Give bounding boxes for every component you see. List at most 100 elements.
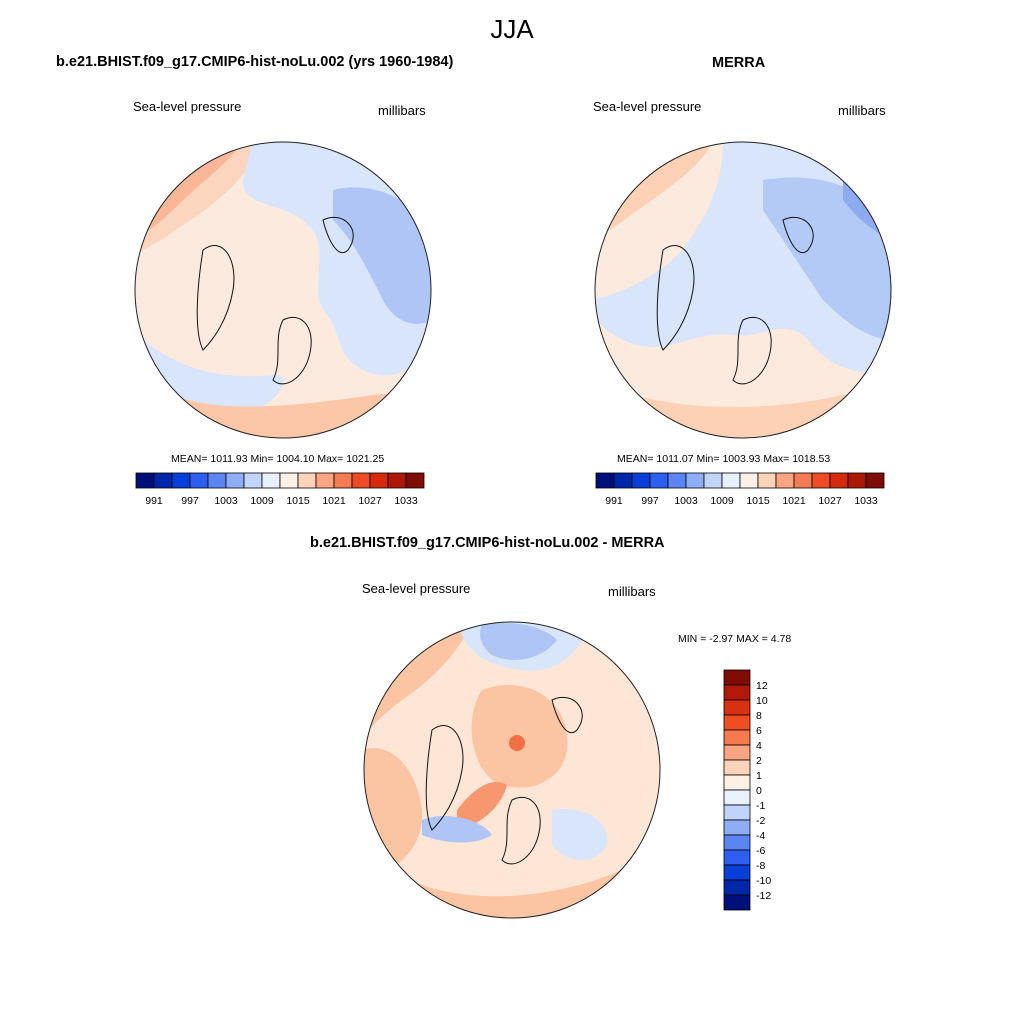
colorbar-swatch	[723, 894, 751, 911]
colorbar-label: 991	[605, 495, 623, 507]
colorbar-swatch	[723, 669, 751, 686]
colorbar-label: 1033	[394, 495, 418, 507]
colorbar-swatch	[207, 472, 227, 489]
colorbar-swatch	[667, 472, 687, 489]
colorbar-swatch	[723, 729, 751, 746]
panel-title-diff: b.e21.BHIST.f09_g17.CMIP6-hist-noLu.002 …	[310, 535, 665, 551]
colorbar-swatch	[153, 472, 173, 489]
colorbar-swatch	[723, 684, 751, 701]
colorbar-swatch	[723, 774, 751, 791]
colorbar-label: -6	[756, 845, 765, 857]
colorbar-swatch	[369, 472, 389, 489]
stats-merra: MEAN= 1011.07 Min= 1003.93 Max= 1018.53	[617, 453, 831, 465]
colorbar-label: 1027	[358, 495, 382, 507]
colorbar-swatch	[811, 472, 831, 489]
figure-title: JJA	[490, 14, 534, 44]
colorbar-label: 1003	[214, 495, 238, 507]
colorbar-swatch	[613, 472, 633, 489]
colorbar-swatch	[793, 472, 813, 489]
colorbar-label: 1009	[250, 495, 274, 507]
colorbar-swatch	[829, 472, 849, 489]
units-label-diff: millibars	[608, 584, 656, 599]
colorbar-swatch	[649, 472, 669, 489]
colorbar-label: 1021	[782, 495, 806, 507]
variable-label-diff: Sea-level pressure	[362, 581, 471, 596]
colorbar-label: -4	[756, 830, 765, 842]
variable-label-model: Sea-level pressure	[133, 99, 242, 114]
colorbar-swatch	[333, 472, 353, 489]
coastlines	[425, 696, 583, 865]
warm-core-central	[509, 735, 525, 751]
colorbar-label: 8	[756, 710, 762, 722]
variable-label-merra: Sea-level pressure	[593, 99, 702, 114]
colorbar-label: 1015	[746, 495, 770, 507]
colorbar-label: 991	[145, 495, 163, 507]
units-label-model: millibars	[378, 103, 426, 118]
colorbar-swatch	[405, 472, 425, 489]
colorbar-swatch	[723, 789, 751, 806]
colorbar-swatch	[297, 472, 317, 489]
colorbar-swatch	[225, 472, 245, 489]
colorbar-swatch	[723, 849, 751, 866]
colorbar-label: 12	[756, 680, 768, 692]
colorbar-label: 1015	[286, 495, 310, 507]
colorbar-label: -10	[756, 875, 771, 887]
polar-map-merra	[594, 141, 892, 439]
coastlines	[196, 216, 354, 385]
colorbar-swatch	[775, 472, 795, 489]
colorbar-merra: 991 997 1003 1009 1015 1021 1027 1033	[595, 472, 885, 507]
colorbar-label: 4	[756, 740, 762, 752]
panel-title-merra: MERRA	[712, 55, 766, 71]
colorbar-swatch	[723, 759, 751, 776]
polar-map-model	[134, 141, 432, 439]
colorbar-swatch	[723, 834, 751, 851]
colorbar-label: 1021	[322, 495, 346, 507]
colorbar-swatch	[387, 472, 407, 489]
colorbar-swatch	[261, 472, 281, 489]
colorbar-label: 6	[756, 725, 762, 737]
colorbar-label: 1033	[854, 495, 878, 507]
colorbar-swatch	[739, 472, 759, 489]
panel-title-model: b.e21.BHIST.f09_g17.CMIP6-hist-noLu.002 …	[56, 54, 454, 70]
colorbar-swatch	[189, 472, 209, 489]
cool-region-east-inner	[333, 187, 431, 324]
colorbar-swatch	[631, 472, 651, 489]
colorbar-label: -1	[756, 800, 765, 812]
colorbar-swatch	[723, 864, 751, 881]
colorbar-swatch	[723, 699, 751, 716]
colorbar-swatch	[865, 472, 885, 489]
colorbar-swatch	[723, 879, 751, 896]
stats-model: MEAN= 1011.93 Min= 1004.10 Max= 1021.25	[171, 453, 385, 465]
colorbar-swatch	[243, 472, 263, 489]
colorbar-swatch	[723, 804, 751, 821]
colorbar-model: 991 997 1003 1009 1015 1021 1027 1033	[135, 472, 425, 507]
colorbar-swatch	[685, 472, 705, 489]
colorbar-label: -2	[756, 815, 765, 827]
colorbar-swatch	[279, 472, 299, 489]
units-label-merra: millibars	[838, 103, 886, 118]
colorbar-swatch	[171, 472, 191, 489]
colorbar-swatch	[315, 472, 335, 489]
colorbar-label: 1009	[710, 495, 734, 507]
cool-region-southwest	[422, 815, 492, 843]
colorbar-label: -12	[756, 890, 771, 902]
colorbar-swatch	[723, 744, 751, 761]
warm-region-greenland	[457, 781, 507, 830]
cool-region-north-core	[480, 623, 557, 660]
map-border	[134, 141, 432, 439]
colorbar-label: 1	[756, 770, 762, 782]
colorbar-swatch	[703, 472, 723, 489]
colorbar-label: 997	[641, 495, 659, 507]
colorbar-label: 0	[756, 785, 762, 797]
colorbar-swatch	[721, 472, 741, 489]
colorbar-swatch	[351, 472, 371, 489]
colorbar-label: -8	[756, 860, 765, 872]
coastlines	[656, 216, 814, 385]
colorbar-swatch	[595, 472, 615, 489]
colorbar-label: 2	[756, 755, 762, 767]
colorbar-label: 997	[181, 495, 199, 507]
colorbar-swatch	[757, 472, 777, 489]
map-border	[363, 621, 661, 919]
colorbar-swatch	[723, 714, 751, 731]
